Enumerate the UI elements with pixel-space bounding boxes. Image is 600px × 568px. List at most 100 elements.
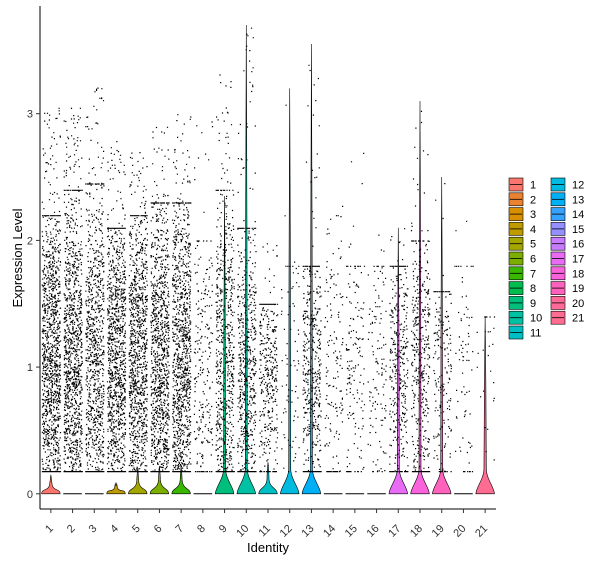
violin-19	[432, 177, 452, 495]
violin-group-21	[475, 316, 496, 495]
violin-1	[41, 474, 61, 495]
violin-group-18	[410, 101, 431, 495]
x-tick-label: 21	[473, 523, 490, 540]
violin-7	[171, 465, 191, 495]
legend-label: 19	[572, 283, 584, 295]
points-8	[193, 121, 214, 473]
legend-label: 3	[530, 209, 536, 221]
legend-label: 17	[572, 254, 584, 266]
points-16	[367, 234, 387, 473]
legend-label: 6	[530, 254, 536, 266]
legend-label: 13	[572, 194, 584, 206]
violin-group-8	[193, 121, 214, 495]
legend-item-4: 4	[508, 222, 536, 236]
legend-label: 15	[572, 224, 584, 236]
legend-item-19: 19	[550, 281, 584, 295]
x-tick-label: 2	[65, 523, 78, 536]
x-tick-label: 8	[195, 523, 208, 536]
legend-item-17: 17	[550, 251, 584, 266]
x-tick-label: 14	[321, 523, 338, 540]
violin-group-5	[128, 152, 148, 495]
jitter-points-3	[85, 87, 105, 473]
x-tick-label: 7	[173, 523, 186, 536]
points-13	[302, 64, 322, 473]
jitter-points-8	[193, 121, 214, 473]
violin-4	[106, 482, 126, 495]
legend-label: 4	[530, 224, 536, 236]
violin-6	[149, 465, 170, 495]
violin-group-6	[149, 126, 170, 495]
points-2	[63, 107, 83, 473]
jitter-points-7	[172, 114, 192, 473]
jitter-points-20	[454, 220, 474, 473]
points-18	[410, 110, 431, 473]
points-6	[150, 126, 170, 473]
jitter-points-14	[324, 205, 344, 473]
legend-item-12: 12	[550, 177, 584, 192]
legend-item-6: 6	[508, 251, 536, 266]
violin-group-2	[63, 107, 83, 495]
jitter-points-16	[367, 234, 387, 473]
legend-item-5: 5	[508, 236, 536, 251]
x-tick-label: 5	[130, 523, 143, 536]
y-tick-label: 3	[27, 109, 33, 121]
violin-group-3	[85, 87, 105, 495]
violin-21	[475, 316, 495, 495]
violin-group-17	[388, 227, 409, 495]
jitter-points-19	[432, 183, 452, 473]
legend-label: 12	[572, 180, 584, 192]
legend-item-1: 1	[508, 177, 536, 192]
violin-10	[236, 25, 256, 495]
x-tick-label: 10	[234, 523, 251, 540]
legend-label: 18	[572, 268, 584, 280]
points-10	[237, 27, 257, 473]
legend-label: 9	[530, 298, 536, 310]
violin-group-14	[323, 205, 344, 495]
jitter-points-2	[63, 107, 83, 473]
x-tick-label: 1	[43, 523, 56, 536]
violin-group-10	[236, 25, 257, 495]
y-tick-label: 0	[27, 489, 33, 501]
violin-group-7	[171, 114, 192, 495]
legend-label: 11	[530, 328, 541, 340]
x-tick-label: 12	[278, 523, 295, 540]
jitter-points-4	[106, 141, 127, 473]
points-20	[454, 220, 474, 473]
violin-group-1	[41, 107, 62, 495]
points-19	[432, 183, 452, 473]
violin-group-13	[301, 44, 322, 495]
legend-label: 1	[530, 180, 536, 192]
x-tick-label: 17	[386, 523, 403, 540]
violin-12	[280, 88, 300, 495]
x-tick-label: 16	[365, 523, 382, 540]
legend-item-8: 8	[508, 281, 536, 295]
y-axis-title: Expression Level	[10, 208, 25, 307]
legend-item-7: 7	[508, 266, 536, 280]
points-11	[258, 243, 279, 473]
legend-item-9: 9	[508, 296, 536, 310]
x-tick-label: 13	[299, 523, 316, 540]
legend-item-15: 15	[550, 222, 584, 236]
plot-area	[41, 25, 496, 495]
legend-label: 8	[530, 283, 536, 295]
violin-group-9	[214, 74, 235, 495]
jitter-points-1	[41, 107, 62, 473]
legend-item-2: 2	[508, 192, 536, 206]
jitter-points-13	[302, 64, 322, 473]
x-tick-label: 18	[408, 523, 425, 540]
legend-label: 2	[530, 194, 536, 206]
x-axis: 1 2 3 4 5 6 7 8 9 10 11 12 13 14 15 16 17 18 19 20 21	[40, 508, 496, 540]
violin-9	[214, 196, 235, 495]
x-tick-label: 9	[217, 523, 230, 536]
legend-item-3: 3	[508, 207, 536, 221]
violin-11	[258, 462, 278, 495]
violin-group-16	[367, 234, 387, 495]
points-15	[345, 152, 366, 473]
legend-label: 14	[572, 209, 584, 221]
x-tick-label: 15	[343, 523, 360, 540]
x-tick-label: 19	[430, 523, 447, 540]
violin-group-4	[106, 141, 127, 495]
violin-group-15	[345, 152, 366, 495]
jitter-points-11	[258, 243, 279, 473]
